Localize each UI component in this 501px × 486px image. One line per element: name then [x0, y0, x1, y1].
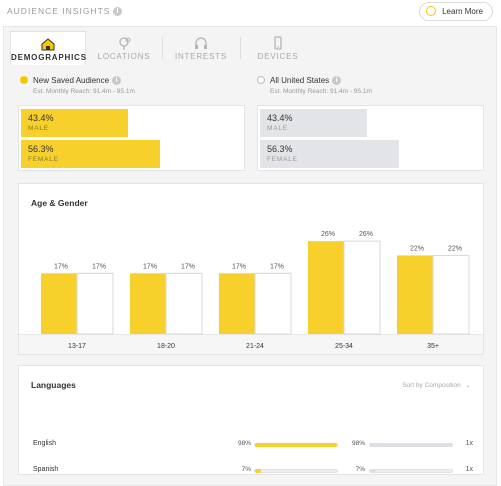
insights-panel: DEMOGRAPHICS LOCATIONS INTERESTS [3, 26, 497, 486]
page-title-text: AUDIENCE INSIGHTS [7, 6, 111, 16]
age-category-label: 25-34 [335, 343, 353, 350]
male-percent: 43.4% [267, 113, 293, 123]
house-icon [41, 38, 55, 51]
audience-all-reach: Est. Monthly Reach: 91.4m - 95.1m [270, 88, 372, 96]
female-label: FEMALE [267, 156, 298, 163]
age-axis-band [19, 334, 483, 354]
info-icon[interactable]: i [113, 7, 123, 17]
tab-divider [162, 37, 163, 59]
female-bar: 56.3% FEMALE [260, 140, 400, 168]
language-row: English 98% 98% 1x [19, 438, 483, 452]
language-row: Spanish 7% 7% 1x [19, 464, 483, 478]
age-bar-label: 26% [359, 231, 373, 238]
tab-devices[interactable]: DEVICES [242, 31, 314, 65]
age-gender-chart: 17% 17% 13-17 17% 17% 18-20 17% 17% 21-24 26% 26% 2… [41, 231, 470, 350]
tab-bar: DEMOGRAPHICS LOCATIONS INTERESTS [10, 31, 494, 65]
tab-interests-label: INTERESTS [174, 52, 228, 61]
male-bar: 43.4% MALE [21, 109, 129, 137]
audience-all-name: All United States [270, 76, 330, 85]
languages-card: Languages Sort by Composition ⌄ English 9… [18, 365, 484, 475]
language-percent-all: 7% [355, 466, 365, 473]
male-percent: 43.4% [28, 113, 54, 123]
audience-all[interactable]: All United States i Est. Monthly Reach: 9… [257, 75, 372, 96]
age-gender-title: Age & Gender [31, 198, 88, 208]
gender-breakdown-saved: 43.4% MALE 56.3% FEMALE [18, 105, 245, 171]
tab-locations[interactable]: LOCATIONS [88, 31, 160, 65]
age-bar[interactable] [76, 272, 114, 335]
language-name: English [33, 440, 56, 447]
tab-locations-label: LOCATIONS [97, 52, 151, 61]
age-bar[interactable] [254, 272, 292, 335]
tab-demographics[interactable]: DEMOGRAPHICS [10, 31, 86, 65]
age-bar-label: 17% [270, 263, 284, 270]
tab-demographics-label: DEMOGRAPHICS [11, 53, 87, 62]
female-label: FEMALE [28, 156, 59, 163]
audience-saved-reach: Est. Monthly Reach: 91.4m - 95.1m [33, 88, 135, 96]
age-bar-label: 26% [321, 231, 335, 238]
language-bar-all-fill [370, 469, 376, 473]
language-index: 1x [465, 466, 473, 473]
location-pin-icon [119, 37, 131, 50]
sort-label: Sort by Composition [402, 382, 461, 389]
phone-icon [274, 36, 282, 50]
language-percent-all: 98% [351, 440, 365, 447]
female-bar: 56.3% FEMALE [21, 140, 161, 168]
language-bar-saved [254, 469, 338, 473]
info-icon[interactable]: i [112, 76, 122, 86]
language-index: 1x [465, 440, 473, 447]
age-bar-label: 17% [232, 263, 246, 270]
language-bar-saved-fill [255, 443, 338, 447]
age-bar[interactable] [308, 241, 344, 334]
age-bar-label: 22% [448, 245, 462, 252]
tab-devices-label: DEVICES [257, 52, 299, 61]
language-bar-saved [254, 443, 338, 447]
age-bar[interactable] [165, 272, 203, 335]
male-label: MALE [28, 125, 49, 132]
audience-saved-name: New Saved Audience [33, 76, 110, 85]
age-bar-label: 17% [143, 263, 157, 270]
age-category-label: 35+ [427, 343, 439, 350]
age-bar-label: 17% [181, 263, 195, 270]
chevron-down-icon: ⌄ [465, 382, 471, 389]
age-bar-label: 17% [92, 263, 106, 270]
learn-more-button[interactable]: Learn More [419, 2, 493, 21]
age-gender-card: Age & Gender 17% 17% 13-17 17% 17% 18-20 17% 17… [18, 183, 484, 355]
language-bar-all [369, 443, 453, 447]
female-percent: 56.3% [28, 144, 54, 154]
languages-title: Languages [31, 380, 76, 390]
gender-breakdown-all: 43.4% MALE 56.3% FEMALE [257, 105, 484, 171]
age-category-label: 18-20 [157, 343, 175, 350]
language-name: Spanish [33, 466, 59, 473]
radio-icon[interactable] [257, 75, 265, 84]
language-bar-all [369, 469, 453, 473]
age-bar[interactable] [41, 273, 77, 334]
male-bar: 43.4% MALE [260, 109, 368, 137]
language-percent-saved: 98% [237, 440, 251, 447]
male-label: MALE [267, 125, 288, 132]
info-icon[interactable]: i [332, 76, 342, 86]
age-bar[interactable] [343, 240, 381, 335]
age-bar[interactable] [130, 273, 166, 334]
age-bar-label: 22% [410, 245, 424, 252]
age-bar[interactable] [219, 273, 255, 334]
sort-dropdown[interactable]: Sort by Composition ⌄ [402, 381, 471, 389]
page-header: AUDIENCE INSIGHTS i Learn More [0, 0, 501, 24]
female-percent: 56.3% [267, 144, 293, 154]
headphones-icon [195, 37, 207, 49]
learn-more-label: Learn More [442, 7, 483, 16]
tab-interests[interactable]: INTERESTS [164, 31, 238, 65]
age-bar[interactable] [432, 254, 470, 335]
audience-saved[interactable]: New Saved Audience i Est. Monthly Reach: … [20, 75, 135, 96]
age-category-label: 21-24 [246, 343, 264, 350]
selected-radio-icon[interactable] [20, 75, 28, 84]
language-bar-saved-fill [255, 469, 261, 473]
lifebuoy-icon [426, 5, 437, 16]
age-bar-label: 17% [54, 263, 68, 270]
page-title: AUDIENCE INSIGHTS i [7, 6, 123, 17]
age-bar[interactable] [397, 255, 433, 334]
language-percent-saved: 7% [241, 466, 251, 473]
age-category-label: 13-17 [68, 343, 86, 350]
language-bar-all-fill [370, 443, 453, 447]
tab-divider [240, 37, 241, 59]
